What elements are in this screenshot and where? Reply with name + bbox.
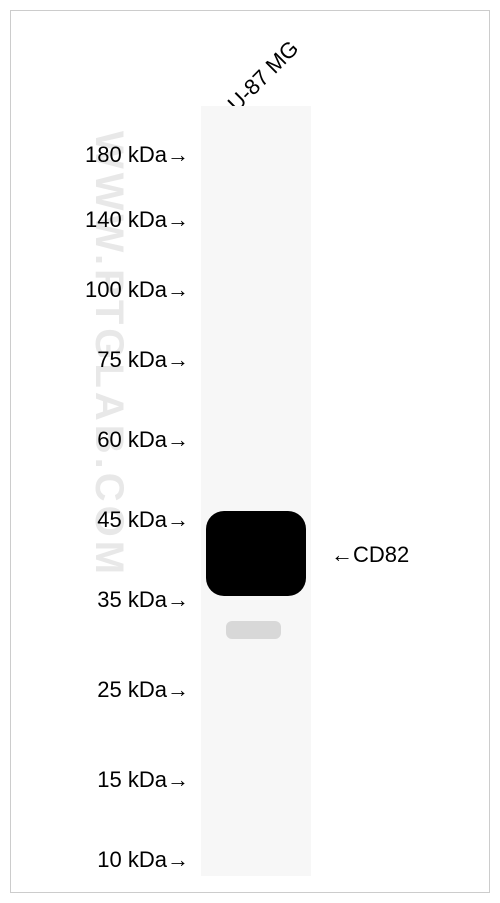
marker-label-7: 25 kDa→: [49, 677, 189, 703]
marker-arrow-icon-6: →: [167, 587, 189, 612]
marker-label-2: 100 kDa→: [49, 277, 189, 303]
marker-label-1: 140 kDa→: [49, 207, 189, 233]
marker-text-5: 45 kDa: [97, 507, 167, 532]
figure-container: WWW.PTGLAB.COM U-87 MG 180 kDa→140 kDa→1…: [10, 10, 490, 893]
marker-arrow-icon-8: →: [167, 767, 189, 792]
target-arrow-icon: ←: [331, 542, 353, 567]
marker-text-8: 15 kDa: [97, 767, 167, 792]
marker-arrow-icon-2: →: [167, 277, 189, 302]
faint-band-0: [226, 621, 281, 639]
blot-lane: [201, 106, 311, 876]
marker-text-6: 35 kDa: [97, 587, 167, 612]
target-label: ←CD82: [331, 542, 409, 568]
marker-text-7: 25 kDa: [97, 677, 167, 702]
marker-arrow-icon-9: →: [167, 847, 189, 872]
marker-text-9: 10 kDa: [97, 847, 167, 872]
target-text: CD82: [353, 542, 409, 567]
marker-arrow-icon-1: →: [167, 207, 189, 232]
marker-arrow-icon-4: →: [167, 427, 189, 452]
marker-text-2: 100 kDa: [85, 277, 167, 302]
marker-arrow-icon-0: →: [167, 142, 189, 167]
marker-arrow-icon-3: →: [167, 347, 189, 372]
marker-label-6: 35 kDa→: [49, 587, 189, 613]
marker-arrow-icon-7: →: [167, 677, 189, 702]
marker-label-9: 10 kDa→: [49, 847, 189, 873]
marker-text-4: 60 kDa: [97, 427, 167, 452]
marker-label-3: 75 kDa→: [49, 347, 189, 373]
main-band: [206, 511, 306, 596]
marker-arrow-icon-5: →: [167, 507, 189, 532]
marker-label-4: 60 kDa→: [49, 427, 189, 453]
marker-label-8: 15 kDa→: [49, 767, 189, 793]
marker-label-0: 180 kDa→: [49, 142, 189, 168]
marker-text-0: 180 kDa: [85, 142, 167, 167]
marker-label-5: 45 kDa→: [49, 507, 189, 533]
content-layer: U-87 MG 180 kDa→140 kDa→100 kDa→75 kDa→6…: [11, 11, 489, 892]
marker-text-1: 140 kDa: [85, 207, 167, 232]
lane-label: U-87 MG: [223, 36, 304, 117]
marker-text-3: 75 kDa: [97, 347, 167, 372]
